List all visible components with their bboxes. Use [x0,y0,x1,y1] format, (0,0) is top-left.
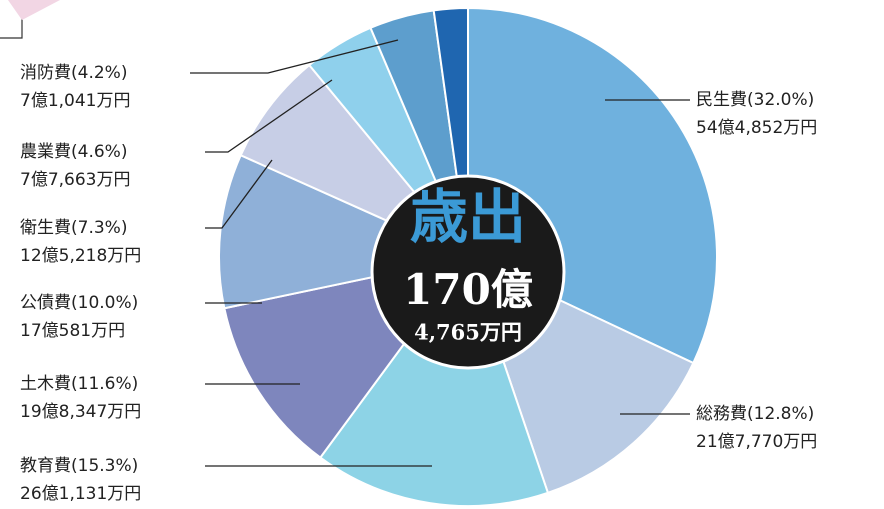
slice-label: 公債費(10.0%) [20,293,138,313]
slice-value-label: 7億7,663万円 [20,170,130,190]
slice-value-label: 21億7,770万円 [696,432,817,452]
center-total-sub: 4,765万円 [414,320,522,345]
leader-line [205,79,333,153]
slice-value-label: 12億5,218万円 [20,246,141,266]
leader-line [190,39,399,74]
slice-label: 総務費(12.8%) [696,404,814,424]
center-total: 170億 [403,265,533,314]
slice-value-label: 17億581万円 [20,321,125,341]
slice-value-label: 19億8,347万円 [20,402,141,422]
slice-label: 教育費(15.3%) [20,456,138,476]
slice-label: 民生費(32.0%) [696,90,814,110]
decoration [8,0,60,20]
center-title: 歳出 [410,183,526,251]
slice-label: 農業費(4.6%) [20,142,127,162]
slice-value-label: 7億1,041万円 [20,91,130,111]
center-disc [370,174,566,370]
leader-line [205,159,273,229]
slice-label: 衛生費(7.3%) [20,218,127,238]
slice [318,254,550,507]
slice-value-label: 26億1,131万円 [20,484,141,504]
slice-label: 消防費(4.2%) [20,63,127,83]
slice-value-label: 54億4,852万円 [696,118,817,138]
slice-label: 土木費(11.6%) [20,374,138,394]
